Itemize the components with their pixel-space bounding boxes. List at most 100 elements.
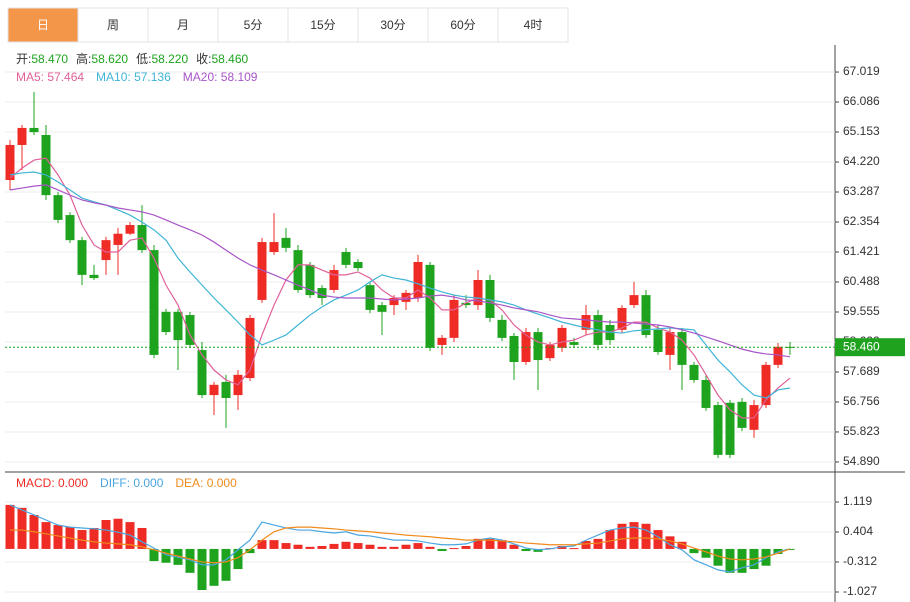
- candle-body: [149, 250, 159, 355]
- candle-body: [53, 195, 63, 220]
- macd-bar: [629, 522, 639, 549]
- macd-bar: [593, 538, 603, 549]
- macd-bar: [605, 530, 615, 549]
- macd-bar: [41, 522, 51, 549]
- macd-bar: [449, 548, 459, 550]
- candle-body: [41, 135, 51, 196]
- candle-body: [101, 240, 111, 261]
- macd-bar: [293, 544, 303, 549]
- macd-bar: [101, 520, 111, 549]
- candle-body: [389, 298, 399, 306]
- candle-body: [377, 305, 387, 312]
- tab[interactable]: [77, 7, 149, 43]
- candle-body: [533, 332, 543, 361]
- candle-body: [569, 342, 579, 345]
- macd-bar: [737, 548, 747, 573]
- macd-bar: [725, 548, 735, 573]
- candle-body: [173, 311, 183, 341]
- y-tick-label: 66.086: [843, 94, 880, 108]
- macd-bar: [53, 525, 63, 549]
- y-tick-label: 61.421: [843, 244, 880, 258]
- y-tick-label: 1.119: [843, 494, 872, 508]
- macd-bar: [221, 548, 231, 581]
- candle-body: [725, 402, 735, 455]
- tab[interactable]: [287, 7, 359, 43]
- candle-body: [353, 262, 363, 269]
- candle-body: [713, 405, 723, 455]
- macd-bar: [413, 543, 423, 549]
- macd-bar: [89, 527, 99, 549]
- y-tick-label: -1.027: [843, 584, 877, 598]
- candle-body: [761, 364, 771, 406]
- macd-bar: [113, 518, 123, 549]
- tab-label[interactable]: 60分: [450, 18, 475, 32]
- ma-line: [9, 184, 791, 358]
- candle-body: [557, 327, 567, 348]
- candle-body: [17, 127, 27, 145]
- candle-body: [449, 299, 459, 338]
- info-value: 58.620: [91, 52, 128, 66]
- macd-bar: [161, 548, 171, 563]
- tab[interactable]: [147, 7, 219, 43]
- candle-body: [665, 332, 675, 355]
- info-value: 58.470: [31, 52, 68, 66]
- tab[interactable]: [497, 7, 569, 43]
- macd-bar: [365, 544, 375, 549]
- macd-bar: [377, 546, 387, 549]
- macd-bar: [473, 538, 483, 549]
- macd-bar: [5, 504, 15, 549]
- tab-label[interactable]: 月: [177, 18, 189, 32]
- candle-body: [461, 302, 471, 306]
- candle-body: [653, 329, 663, 353]
- candle-body: [65, 215, 75, 241]
- macd-bar: [653, 530, 663, 549]
- macd-bar: [137, 527, 147, 549]
- y-tick-label: 54.890: [843, 454, 880, 468]
- macd-bar: [389, 546, 399, 549]
- macd-bar: [509, 544, 519, 549]
- legend-entry: MA10: 57.136: [96, 70, 171, 84]
- macd-bar: [77, 530, 87, 549]
- y-tick-label: 67.019: [843, 64, 880, 78]
- macd-bar: [557, 545, 567, 549]
- tab-label[interactable]: 5分: [244, 18, 263, 32]
- macd-bar: [209, 548, 219, 586]
- macd-bar: [257, 540, 267, 549]
- tab[interactable]: [357, 7, 429, 43]
- tab-label[interactable]: 15分: [310, 18, 335, 32]
- current-price-label: 58.460: [843, 339, 880, 353]
- candle-body: [305, 264, 315, 296]
- macd-bar: [569, 548, 579, 550]
- macd-bar: [353, 543, 363, 549]
- candle-body: [245, 317, 255, 379]
- tab[interactable]: [7, 7, 79, 43]
- tab[interactable]: [427, 7, 499, 43]
- macd-bar: [437, 548, 447, 552]
- candle-body: [77, 240, 87, 275]
- candle-body: [161, 311, 171, 333]
- candle-body: [293, 250, 303, 290]
- candle-body: [545, 344, 555, 359]
- candle-body: [437, 337, 447, 345]
- macd-bar: [701, 548, 711, 558]
- tab-label[interactable]: 日: [37, 18, 49, 32]
- macd-bar: [281, 543, 291, 549]
- ma-line: [9, 157, 791, 419]
- candle-body: [485, 280, 495, 318]
- candle-body: [701, 379, 711, 408]
- candle-body: [317, 288, 327, 299]
- tab-label[interactable]: 4时: [524, 18, 543, 32]
- candle-body: [773, 346, 783, 365]
- tab-label[interactable]: 30分: [380, 18, 405, 32]
- macd-bar: [713, 548, 723, 566]
- info-label: 低:: [136, 52, 151, 66]
- macd-bar: [485, 538, 495, 549]
- y-tick-label: 59.555: [843, 304, 880, 318]
- tab-label[interactable]: 周: [107, 18, 119, 32]
- candle-body: [413, 262, 423, 299]
- legend-entry: DIFF: 0.000: [100, 476, 164, 490]
- macd-bar: [341, 541, 351, 549]
- y-tick-label: 0.404: [843, 524, 873, 538]
- macd-bar: [233, 548, 243, 570]
- legend-entry: MA5: 57.464: [16, 70, 84, 84]
